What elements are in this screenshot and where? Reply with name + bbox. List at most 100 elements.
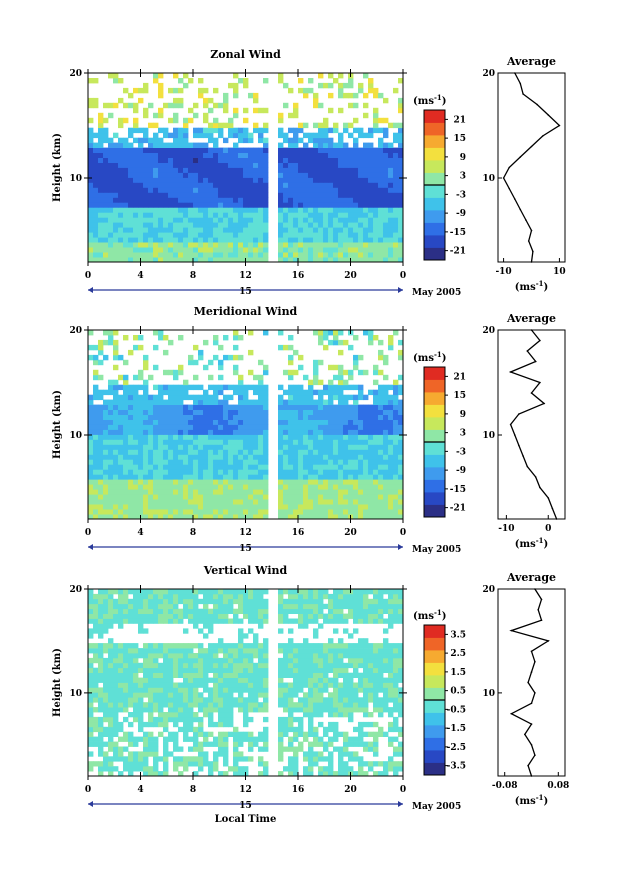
y-tick-label: 20 [69, 326, 82, 336]
colorbar-segment [424, 687, 445, 701]
profile-point [534, 476, 537, 478]
colorbar-tick-label: -0.5 [447, 705, 466, 715]
y-tick-label: 20 [69, 69, 82, 79]
average-profile: Average 20 10 -10 0 (ms-1) [482, 312, 566, 550]
y-tick-label: 10 [69, 689, 82, 699]
colorbar-tick-label: 3 [460, 172, 466, 182]
x-axis-label: Local Time [215, 814, 277, 825]
colorbar-segment [424, 675, 445, 688]
profile-point [532, 250, 534, 253]
date-bar-arrow [398, 287, 403, 293]
profile-line [502, 72, 561, 263]
colorbar-tick-label: -9 [456, 466, 466, 476]
colorbar-segment [424, 122, 445, 136]
colorbar-unit: (ms-1) [413, 608, 446, 622]
x-tick-label: 0 [85, 528, 91, 538]
profile-point [530, 261, 533, 263]
profile-x-tick-label: 10 [553, 267, 566, 277]
profile-point [530, 145, 533, 148]
average-profile: Average 20 10 -0.08 0.08 (ms-1) [482, 571, 569, 807]
profile-point [530, 329, 533, 331]
date-bar-arrow [398, 801, 403, 807]
x-tick-label: 8 [190, 528, 196, 538]
profile-point [530, 650, 533, 653]
profile-point [514, 72, 516, 74]
profile-point [539, 339, 541, 342]
profile-x-tick-label: 0.08 [547, 781, 569, 791]
profile-y-tick-label: 10 [482, 431, 495, 441]
profile-point [527, 764, 529, 767]
profile-x-tick-label: -10 [498, 524, 514, 534]
x-tick-label: 12 [239, 271, 252, 281]
date-label: 15 [239, 287, 252, 297]
profile-point [547, 497, 550, 499]
colorbar: 21 15 9 3 -3 -9 -15 -21 (ms-1) [413, 350, 466, 518]
colorbar-segment [424, 662, 445, 676]
colorbar-tick-label: 15 [453, 391, 466, 401]
x-tick-label: 4 [137, 785, 143, 795]
profile-x-tick-label: -10 [495, 267, 511, 277]
colorbar-tick-label: 15 [453, 134, 466, 144]
profile-point [510, 712, 513, 715]
y-tick-label: 20 [69, 585, 82, 595]
colorbar-segment [424, 650, 445, 663]
profile-point [530, 671, 533, 673]
x-tick-label: 8 [190, 785, 196, 795]
colorbar-segment [424, 110, 445, 123]
x-tick-label: 4 [137, 528, 143, 538]
heatmap-field [88, 73, 404, 263]
x-tick-label: 12 [239, 785, 252, 795]
profile-point [530, 775, 533, 777]
profile-y-tick-label: 20 [482, 585, 495, 595]
date-bar-arrow [88, 287, 93, 293]
colorbar-tick-label: 3 [460, 429, 466, 439]
profile-x-tick-label: -0.08 [492, 781, 518, 791]
colorbar-tick-label: -3.5 [447, 762, 466, 772]
profile-point [534, 660, 536, 663]
profile-point [530, 702, 533, 705]
date-bar-arrow [398, 544, 403, 550]
profile-point [509, 371, 512, 373]
colorbar-segment [424, 700, 445, 713]
profile-point [530, 723, 533, 725]
profile-point [530, 392, 533, 394]
profile-point [509, 423, 512, 426]
colorbar-segment [424, 454, 445, 468]
colorbar-segment [424, 404, 445, 418]
heatmap-field [88, 589, 404, 777]
profile-y-tick-label: 20 [482, 69, 495, 79]
profile-point [543, 402, 545, 405]
profile-y-tick-label: 10 [482, 689, 495, 699]
profile-point [534, 588, 536, 590]
profile-point [519, 156, 522, 158]
profile-point [510, 629, 513, 632]
profile-point [508, 166, 511, 169]
profile-frame [497, 72, 566, 263]
colorbar-tick-label: 0.5 [450, 687, 466, 697]
profile-line [508, 329, 558, 520]
profile-point [530, 229, 533, 232]
x-tick-label: 0 [400, 528, 406, 538]
x-tick-label: 0 [400, 785, 406, 795]
profile-point [551, 507, 554, 510]
x-tick-label: 20 [344, 271, 357, 281]
colorbar-segment [424, 379, 445, 393]
date-label: 15 [239, 544, 252, 554]
colorbar-tick-label: -15 [450, 485, 466, 495]
profile-point [536, 103, 538, 106]
colorbar-tick-label: -3 [456, 190, 466, 200]
date-label: 15 [239, 801, 252, 811]
x-tick-label: 4 [137, 271, 143, 281]
colorbar-segment [424, 762, 445, 776]
colorbar-segment [424, 467, 445, 480]
colorbar-segment [424, 737, 445, 751]
profile-x-label: (ms-1) [515, 793, 548, 807]
chart-title: Vertical Wind [203, 564, 288, 577]
colorbar-unit: (ms-1) [413, 350, 446, 364]
profile-point [539, 486, 541, 489]
chart-title: Meridional Wind [194, 305, 298, 318]
colorbar-segment [424, 625, 445, 638]
profile-point [514, 434, 516, 436]
profile-point [530, 744, 533, 746]
profile-frame [497, 329, 566, 520]
